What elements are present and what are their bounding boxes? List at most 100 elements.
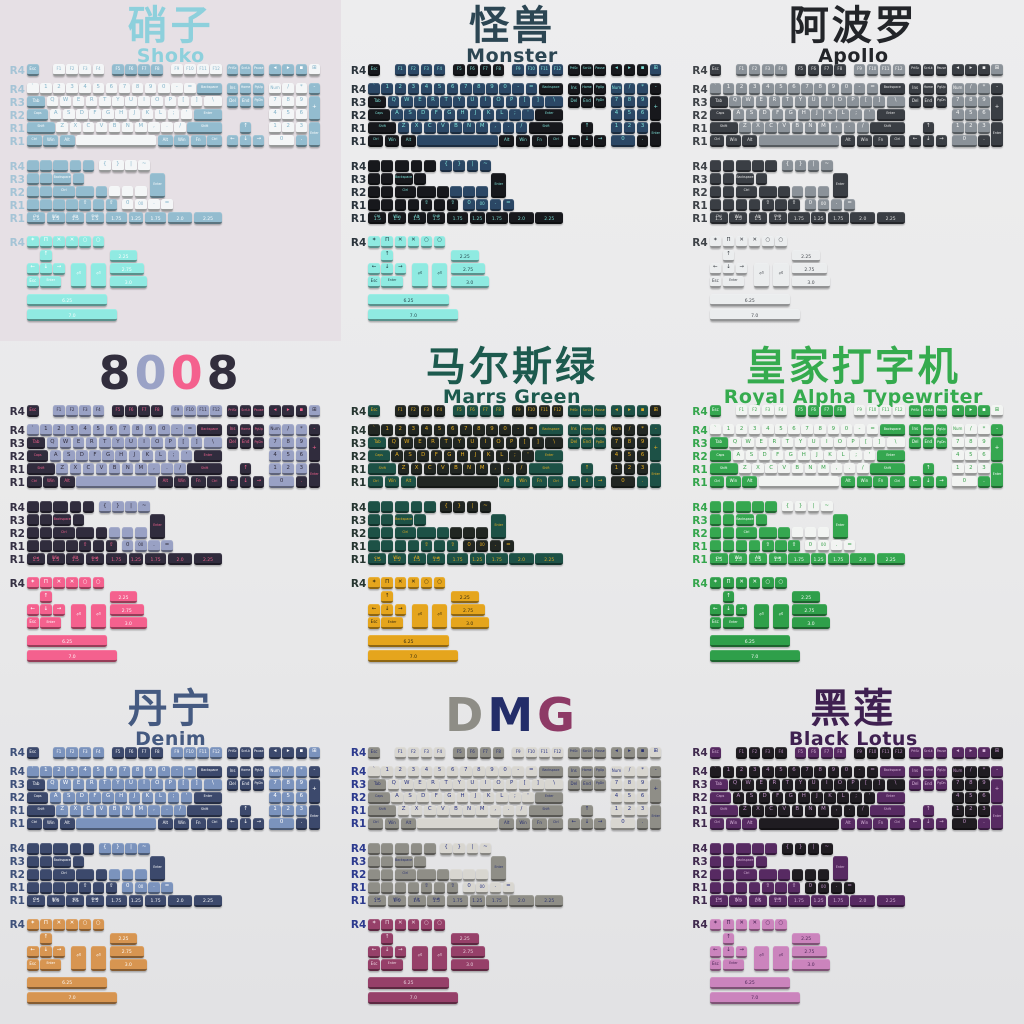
keycap: 0	[840, 83, 853, 95]
key-legend: PgUp	[595, 768, 605, 773]
keycap: D	[76, 450, 88, 463]
keycap: R	[768, 96, 781, 108]
key-legend: .	[983, 818, 985, 825]
key-legend: ⏎	[417, 270, 423, 277]
keycap: PrtSc	[568, 405, 580, 418]
keycap-arrow-icon	[735, 881, 748, 894]
key-legend: 6	[792, 84, 796, 91]
key-legend: ↑	[584, 464, 590, 471]
keycap: Ctrl	[207, 135, 222, 147]
keycap: D	[758, 791, 771, 804]
keycap: W	[742, 778, 754, 791]
keycap-arrow-icon: 2.0	[167, 553, 193, 566]
keycap: |	[807, 501, 820, 514]
key-legend: F8	[154, 407, 160, 413]
key-legend: ◂	[615, 65, 618, 72]
keycap: 1	[40, 765, 52, 778]
key-legend: Num	[953, 85, 963, 90]
key-legend: 6	[299, 451, 304, 458]
row-label-r3-s2: R3	[9, 173, 25, 186]
keycap-arrow-icon: 1.75	[827, 894, 849, 907]
keycap: F5	[453, 405, 465, 418]
key-legend: K	[145, 792, 150, 799]
key-legend: ↑	[584, 123, 590, 130]
keycap: F11	[879, 746, 892, 759]
keycap: 9	[486, 83, 498, 95]
keycap: .	[636, 476, 649, 489]
keycap: {	[781, 842, 794, 855]
key-legend: H	[460, 451, 465, 458]
key-legend: ]	[878, 97, 881, 104]
keycap: Win 1.5	[46, 894, 65, 907]
keycap: /	[515, 463, 528, 476]
keycap-o-icon: ○	[433, 577, 446, 590]
keycap-arrow-icon	[758, 476, 840, 489]
keycap: U	[807, 778, 820, 791]
key-legend: Q	[391, 97, 396, 104]
keycap: Esc	[709, 617, 722, 630]
keycap-novelty-star-icon: ✶	[368, 236, 380, 248]
key-legend: M	[479, 805, 485, 812]
key-legend: Esc	[29, 960, 37, 966]
keycap-arrow-icon	[765, 842, 777, 855]
keycap: F10	[525, 405, 538, 418]
key-legend: -	[175, 84, 178, 91]
keycap: =	[843, 199, 856, 211]
key-legend: Ctrl	[402, 529, 408, 534]
key-legend: →	[939, 818, 944, 825]
key-legend: [	[523, 97, 526, 104]
keycap-arrow-icon	[722, 173, 735, 185]
keycap: F6	[807, 405, 820, 418]
key-legend: 9	[640, 779, 645, 786]
keycap: U	[125, 437, 137, 450]
key-legend: Num	[611, 767, 622, 773]
keycap: T	[440, 96, 452, 108]
keycap: Z	[397, 122, 410, 134]
key-legend: PgDn	[254, 98, 263, 103]
keycap: 9	[636, 96, 649, 108]
keycap: I	[479, 96, 492, 108]
keycap: ▸	[623, 746, 636, 759]
keycap: Caps	[27, 791, 49, 804]
keycap: C	[424, 463, 436, 476]
key-legend: F5	[456, 407, 462, 413]
key-legend: -	[175, 425, 178, 432]
key-legend: 2	[969, 805, 973, 812]
keycap: M	[476, 463, 488, 476]
key-legend: N	[467, 805, 472, 812]
key-legend: ▪	[982, 65, 986, 72]
key-legend: =	[187, 425, 193, 432]
keycap: [	[860, 437, 872, 450]
colorway-cell-dmg: DMG R4 Esc F1 F2 F3 F4 F5 F6 F7 F8 F9 F10 F11 F12 PrtSc…	[341, 683, 682, 1024]
keycap: F3	[79, 405, 91, 418]
key-legend: R	[772, 97, 777, 104]
key-legend: Backspace	[736, 516, 754, 521]
keycap: 2	[53, 83, 65, 95]
keycap: 5	[775, 424, 787, 437]
key-legend: ✕	[411, 919, 416, 926]
keycap: F10	[525, 64, 538, 76]
key-legend: 1	[614, 805, 619, 812]
key-legend: 9	[490, 84, 494, 91]
keycap-o-icon: ○	[79, 577, 91, 590]
keycap-arrow-icon	[758, 186, 777, 198]
keycap: PgDn	[935, 437, 948, 450]
key-legend: =	[187, 766, 193, 773]
key-legend: ◂	[956, 747, 960, 754]
key-legend: Win	[388, 478, 396, 484]
keycap: PgDn	[594, 778, 606, 791]
keycap-arrow-icon: ⏎	[773, 604, 789, 630]
keycap: N	[804, 804, 817, 817]
key-size-label: 1.5	[754, 216, 762, 222]
keycap: Ctrl 1.5	[27, 894, 46, 907]
key-size-label: 1.5	[52, 216, 60, 222]
keycap: C	[765, 804, 777, 817]
key-legend: ↑	[384, 251, 390, 258]
key-size-label: 1.25	[130, 899, 141, 905]
key-legend: |	[130, 502, 132, 509]
keycap-arrow-icon	[368, 540, 380, 553]
keycap: 6	[295, 450, 308, 463]
key-legend: F5	[115, 748, 121, 754]
colorway-subtitle-shoko: Shoko	[136, 45, 205, 67]
keycap-arrow-icon: ⇧	[105, 199, 118, 211]
